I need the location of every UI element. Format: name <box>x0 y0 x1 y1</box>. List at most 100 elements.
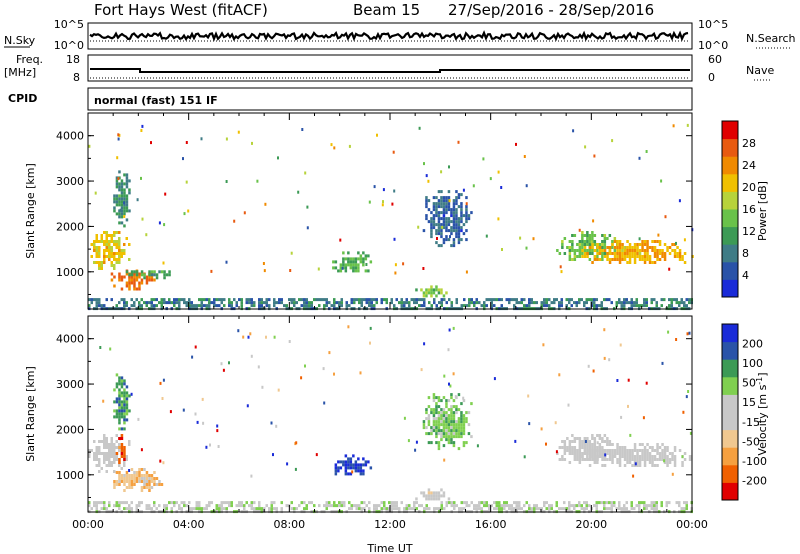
scatter-cell <box>430 426 433 430</box>
scatter-cell <box>113 284 116 288</box>
scatter-cell <box>586 440 589 443</box>
scatter-cell <box>120 446 124 449</box>
scatter-point <box>519 236 522 240</box>
scatter-cell <box>500 504 503 508</box>
scatter-point <box>182 157 184 161</box>
scatter-cell <box>150 298 153 302</box>
scatter-cell <box>145 281 149 285</box>
scatter-cell <box>103 443 106 446</box>
scatter-cell <box>611 240 614 243</box>
scatter-cell <box>120 403 124 407</box>
scatter-cell <box>561 240 564 243</box>
scatter-cell <box>581 446 584 449</box>
scatter-cell <box>535 504 538 508</box>
scatter-cell <box>493 507 496 511</box>
scatter-cell <box>623 507 626 511</box>
scatter-cell <box>183 301 186 305</box>
scatter-cell <box>455 214 458 218</box>
scatter-cell <box>115 455 118 458</box>
scatter-cell <box>455 190 458 194</box>
scatter-cell <box>108 240 111 243</box>
scatter-cell <box>357 263 360 267</box>
scatter-cell <box>285 504 288 508</box>
scatter-cell <box>128 191 131 195</box>
scatter-cell <box>442 494 446 498</box>
scatter-cell <box>558 458 562 461</box>
scatter-cell <box>430 441 433 445</box>
scatter-cell <box>170 507 173 511</box>
scatter-cell <box>555 501 558 505</box>
scatter-cell <box>653 504 656 508</box>
scatter-cell <box>606 443 609 446</box>
scatter-cell <box>148 486 151 489</box>
scatter-cell <box>596 252 599 255</box>
scatter-cell <box>626 455 629 458</box>
scatter-cell <box>452 220 456 224</box>
scatter-cell <box>103 455 106 458</box>
scatter-cell <box>425 202 428 206</box>
scatter-cell <box>362 251 365 255</box>
scatter-cell <box>438 507 441 511</box>
scatter-cell <box>100 507 103 511</box>
scatter-cell <box>475 504 478 508</box>
scatter-cell <box>135 298 138 302</box>
scatter-cell <box>357 457 360 461</box>
scatter-cell <box>245 501 248 505</box>
scatter-cell <box>650 298 653 302</box>
scatter-cell <box>347 466 350 470</box>
scatter-cell <box>334 469 338 473</box>
scatter-cell <box>525 304 528 308</box>
y-tick-label: 4000 <box>56 130 84 143</box>
scatter-cell <box>120 287 124 291</box>
scatter-cell <box>108 458 111 461</box>
scatter-cell <box>248 298 251 302</box>
scatter-cell <box>650 507 653 511</box>
scatter-cell <box>442 202 446 206</box>
scatter-cell <box>310 501 313 505</box>
scatter-point <box>604 453 607 457</box>
scatter-cell <box>123 415 126 419</box>
scatter-cell <box>110 449 113 452</box>
scatter-cell <box>125 173 129 177</box>
scatter-cell <box>457 196 461 200</box>
scatter-cell <box>113 400 116 404</box>
scatter-cell <box>601 255 604 258</box>
scatter-cell <box>568 461 572 464</box>
scatter-cell <box>93 243 96 246</box>
scatter-cell <box>143 483 146 486</box>
scatter-cell <box>643 249 647 252</box>
scatter-cell <box>353 504 356 508</box>
scatter-cell <box>138 477 141 480</box>
scatter-cell <box>113 470 116 473</box>
scatter-point <box>393 189 396 193</box>
scatter-cell <box>118 458 121 461</box>
scatter-cell <box>578 455 582 458</box>
scatter-cell <box>680 301 683 305</box>
scatter-cell <box>123 173 126 177</box>
scatter-cell <box>656 258 659 261</box>
scatter-cell <box>370 301 373 305</box>
scatter-cell <box>498 504 501 508</box>
scatter-cell <box>130 281 134 285</box>
colorbar-tick-label: 24 <box>742 159 756 172</box>
scatter-cell <box>140 477 144 480</box>
scatter-cell <box>668 501 671 505</box>
scatter-cell <box>347 460 350 464</box>
scatter-cell <box>273 298 276 302</box>
scatter-cell <box>588 234 592 237</box>
scatter-cell <box>413 501 416 505</box>
scatter-cell <box>681 255 684 258</box>
scatter-cell <box>413 507 416 511</box>
scatter-cell <box>128 258 131 261</box>
scatter-cell <box>105 470 108 473</box>
scatter-cell <box>308 501 311 505</box>
scatter-cell <box>110 461 113 464</box>
scatter-cell <box>123 391 126 395</box>
scatter-point <box>525 184 528 188</box>
scatter-cell <box>460 220 463 224</box>
scatter-cell <box>445 402 448 406</box>
scatter-cell <box>440 229 443 233</box>
scatter-cell <box>437 288 441 292</box>
scatter-cell <box>683 452 687 455</box>
scatter-cell <box>450 414 453 418</box>
